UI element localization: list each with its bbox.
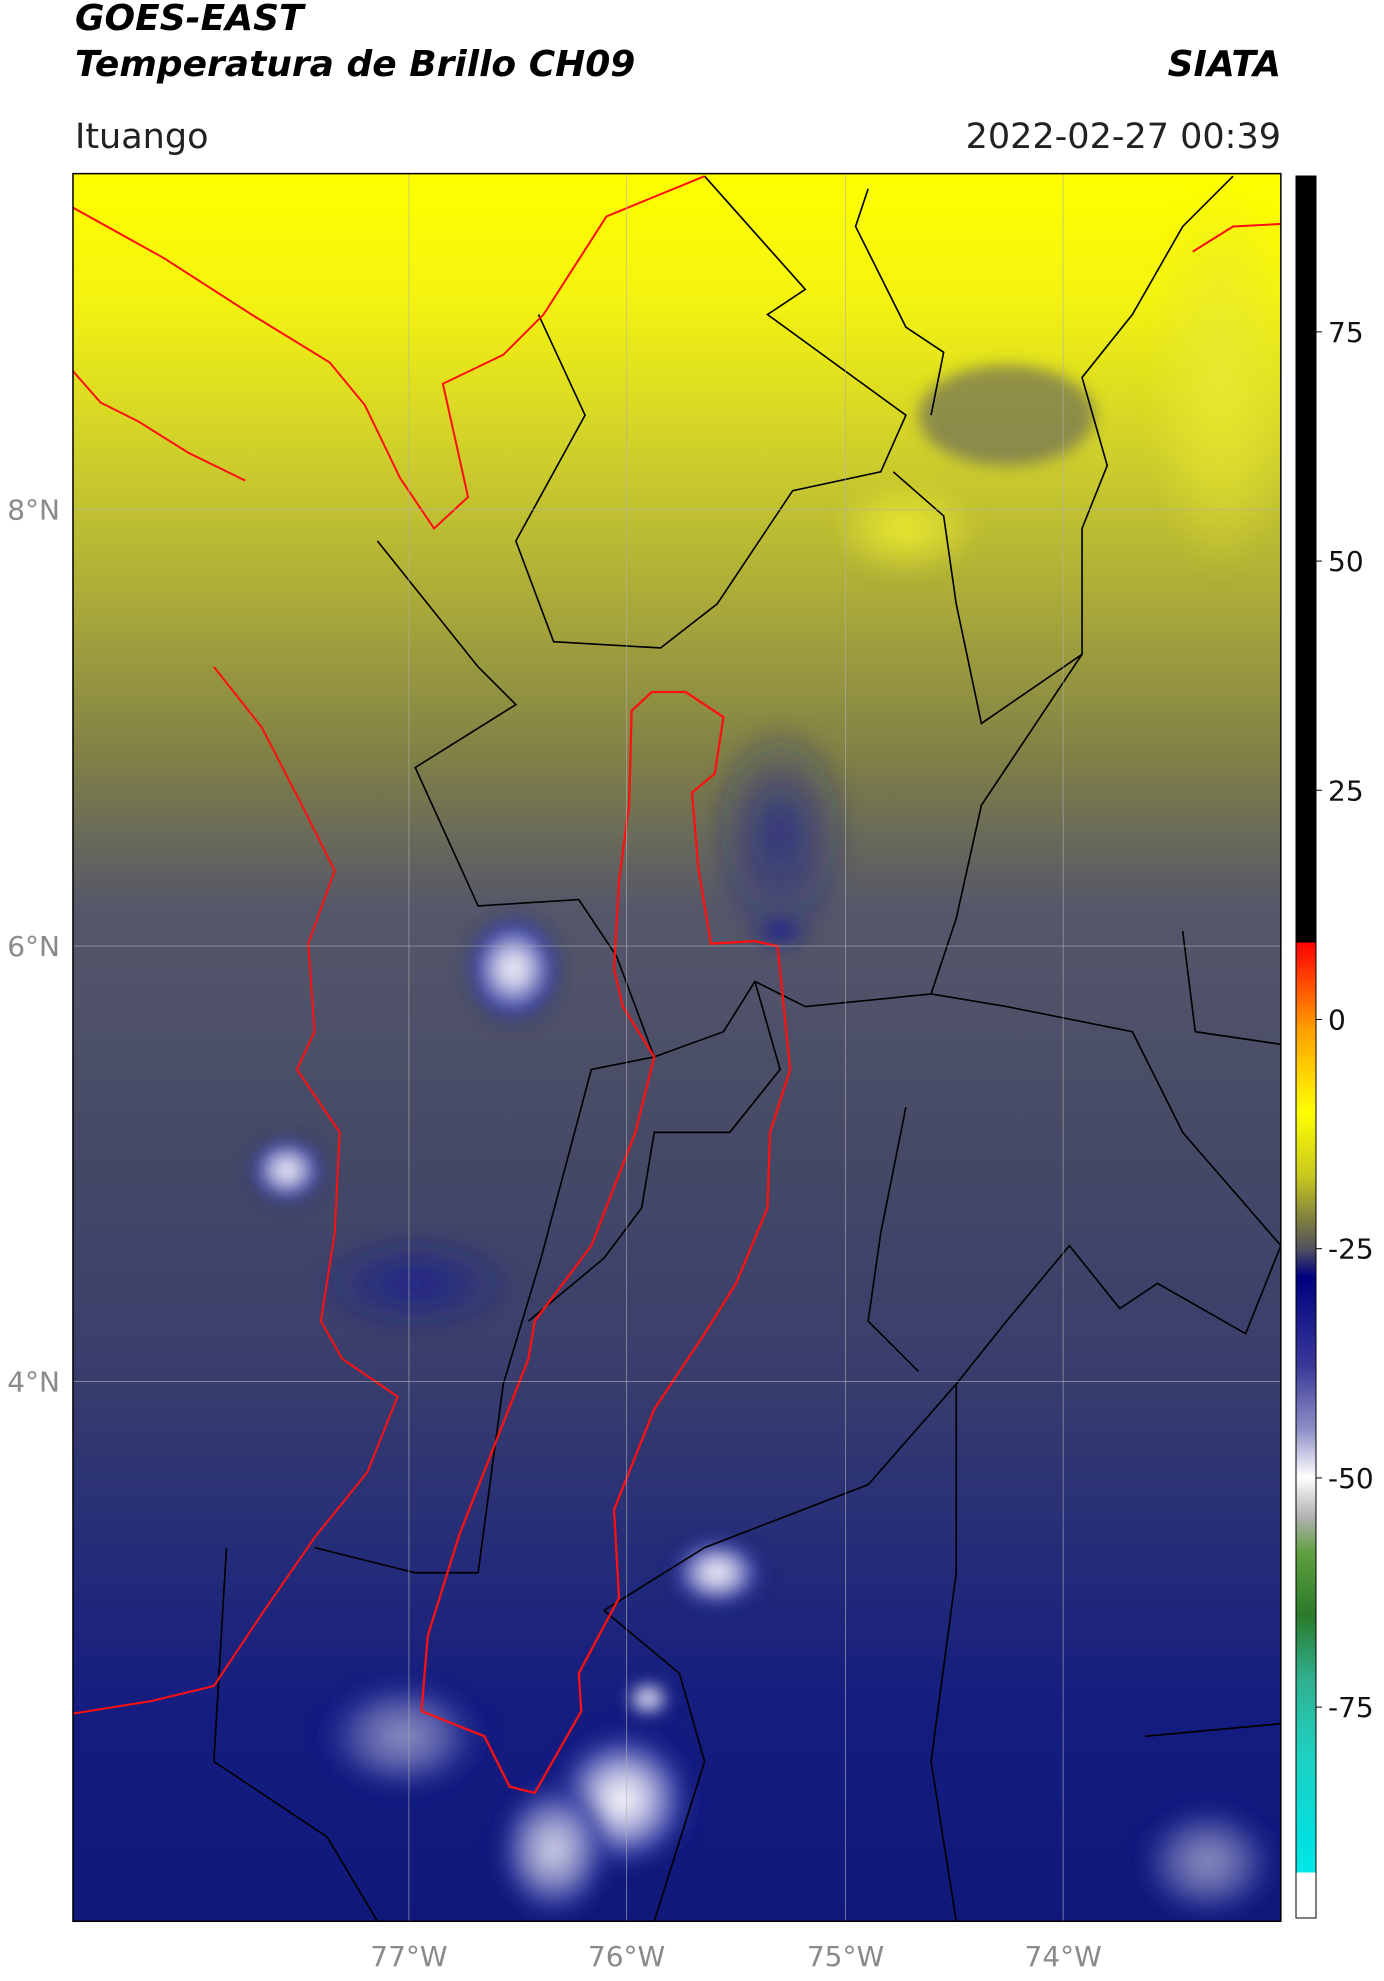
title: GOES-EAST [75,0,306,39]
lon-label: 75°W [807,1940,884,1973]
colorbar-tick-label: -25 [1328,1233,1374,1266]
colorbar-tick-label: -75 [1328,1691,1374,1724]
lat-label: 4°N [7,1366,60,1399]
department-borders [213,175,1281,1922]
lon-label: 74°W [1025,1940,1102,1973]
lat-label: 8°N [7,494,60,527]
brightness-field [72,173,1281,1922]
lon-label: 77°W [370,1940,447,1973]
ituango-region [420,690,792,1795]
colorbar-tick-label: 75 [1328,316,1364,349]
datetime: 2022-02-27 00:39 [966,117,1281,157]
lat-label: 6°N [7,930,60,963]
graticule [72,173,1281,1922]
cloud-features [246,176,1281,1922]
location: Ituango [75,117,209,157]
lon-label: 76°W [588,1940,665,1973]
map-frame [72,172,1282,1923]
colorbar-tick-label: 50 [1328,545,1364,578]
colorbar-tick-label: -50 [1328,1462,1374,1495]
subtitle: Temperatura de Brillo CH09 [75,44,635,85]
source: SIATA [1168,44,1281,85]
colorbar [1295,175,1317,1919]
colorbar-tick-label: 0 [1328,1003,1346,1036]
map [72,172,1282,1923]
coastline [72,175,1281,1715]
colorbar-tick-label: 25 [1328,774,1364,807]
labels: 8°N 6°N 4°N 77°W 76°W 75°W 74°W -75 -50 -25 0 25 50 7… [7,316,1374,1973]
